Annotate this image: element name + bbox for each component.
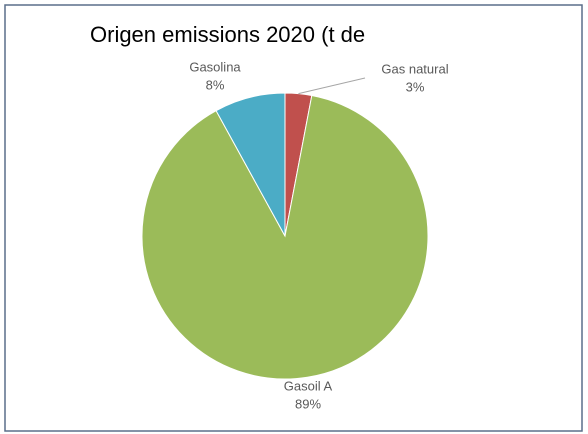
category-label: Gasolina	[189, 59, 241, 74]
leader-line	[298, 77, 366, 95]
category-label: Gas natural	[381, 61, 448, 76]
pie-slice	[215, 92, 286, 237]
value-label: 8%	[206, 77, 225, 92]
value-label: 3%	[406, 79, 425, 94]
pie-slice	[141, 94, 429, 380]
value-label: 89%	[295, 396, 321, 411]
chart-title: Origen emissions 2020 (t de	[90, 22, 365, 47]
category-label: Gasoil A	[284, 378, 333, 393]
